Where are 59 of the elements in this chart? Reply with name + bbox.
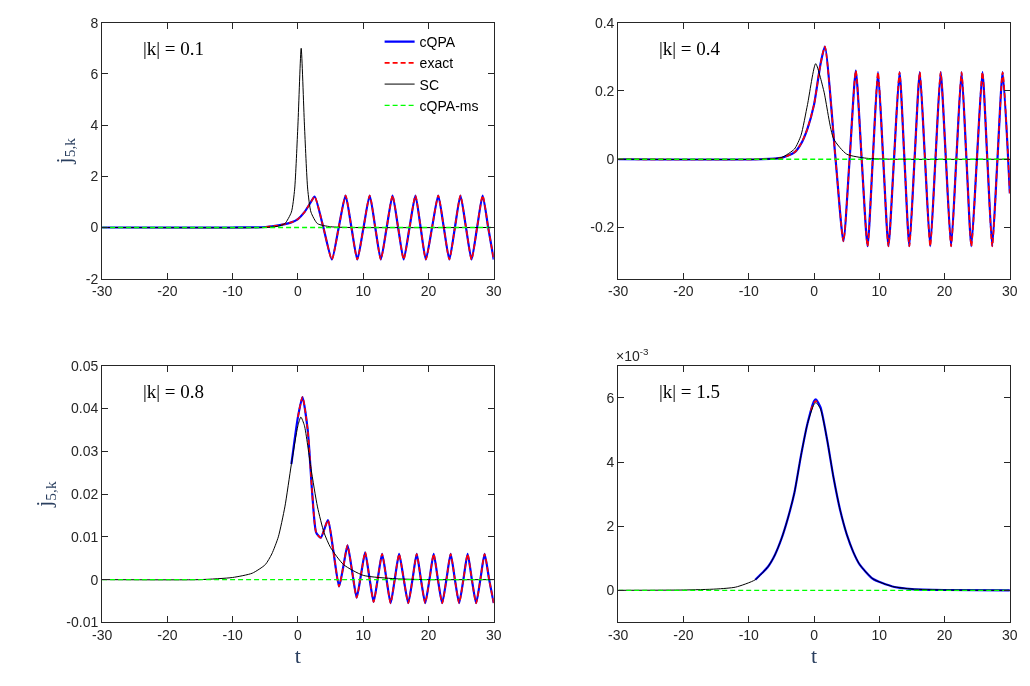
x-tick-label: -20: [673, 627, 694, 644]
x-tick-label: 0: [810, 627, 819, 644]
x-tick-label: -30: [608, 627, 629, 644]
y-tick-label: 0: [606, 582, 615, 599]
y-tick-label: 6: [606, 389, 615, 406]
y-tick-label: 2: [90, 168, 99, 185]
x-tick-label: -20: [157, 627, 178, 644]
x-tick-label: 30: [485, 627, 502, 644]
x-tick-label: -30: [608, 283, 629, 300]
x-tick-label: 30: [1002, 283, 1018, 300]
line-series: [102, 194, 494, 261]
x-tick-label: -10: [738, 627, 760, 644]
text: ×10$^{-3}$: [616, 346, 650, 364]
legend-label: cQPA: [419, 34, 456, 51]
y-tick-label: 0.03: [71, 443, 99, 460]
y-tick-label: 0.04: [71, 400, 99, 417]
y-tick-label: -0.2: [590, 219, 615, 236]
x-tick-label: 20: [936, 627, 953, 644]
legend-label: cQPA-ms: [419, 97, 479, 114]
x-tick-label: 0: [294, 283, 303, 300]
x-tick-label: 0: [810, 283, 819, 300]
annotation: |k| = 0.1: [143, 38, 205, 59]
x-tick-label: 10: [355, 627, 372, 644]
x-tick-label: -20: [673, 283, 694, 300]
x-tick-label: -10: [738, 283, 760, 300]
x-tick-label: 20: [420, 283, 437, 300]
x-tick-label: 10: [871, 283, 888, 300]
annotation: |k| = 0.8: [143, 381, 205, 402]
y-tick-label: 6: [90, 65, 99, 82]
x-tick-label: 10: [871, 627, 888, 644]
annotation: |k| = 0.4: [659, 38, 721, 59]
y-tick-label: 0: [90, 219, 99, 236]
line-series: [754, 398, 1010, 592]
x-tick-label: -20: [157, 283, 178, 300]
x-tick-label: 10: [355, 283, 372, 300]
x-tick-label: 20: [936, 283, 953, 300]
y-tick-label: 0.05: [71, 357, 99, 374]
x-tick-label: 30: [1002, 627, 1018, 644]
y-tick-label: 0.2: [594, 82, 615, 99]
x-tick-label: -10: [222, 283, 243, 300]
y-tick-label: 4: [90, 117, 99, 134]
y-tick-label: 8: [90, 14, 99, 31]
x-tick-label: -10: [222, 627, 243, 644]
line-series: [264, 194, 494, 261]
legend-label: SC: [419, 76, 440, 93]
annotation: |k| = 1.5: [659, 381, 721, 402]
y-tick-label: 0.01: [71, 528, 99, 545]
y-tick-label: 0: [606, 151, 615, 168]
y-tick-label: 2: [606, 518, 615, 535]
y-tick-label: 4: [606, 453, 615, 470]
y-tick-label: 0.02: [71, 485, 99, 502]
legend-label: exact: [419, 55, 454, 72]
x-tick-label: 30: [485, 283, 502, 300]
y-tick-label: 0.4: [594, 14, 615, 31]
y-tick-label: 0: [90, 571, 99, 588]
x-tick-label: 20: [420, 627, 437, 644]
x-axis-title: t: [294, 643, 301, 669]
x-tick-label: 0: [294, 627, 303, 644]
x-axis-title: t: [810, 643, 818, 669]
